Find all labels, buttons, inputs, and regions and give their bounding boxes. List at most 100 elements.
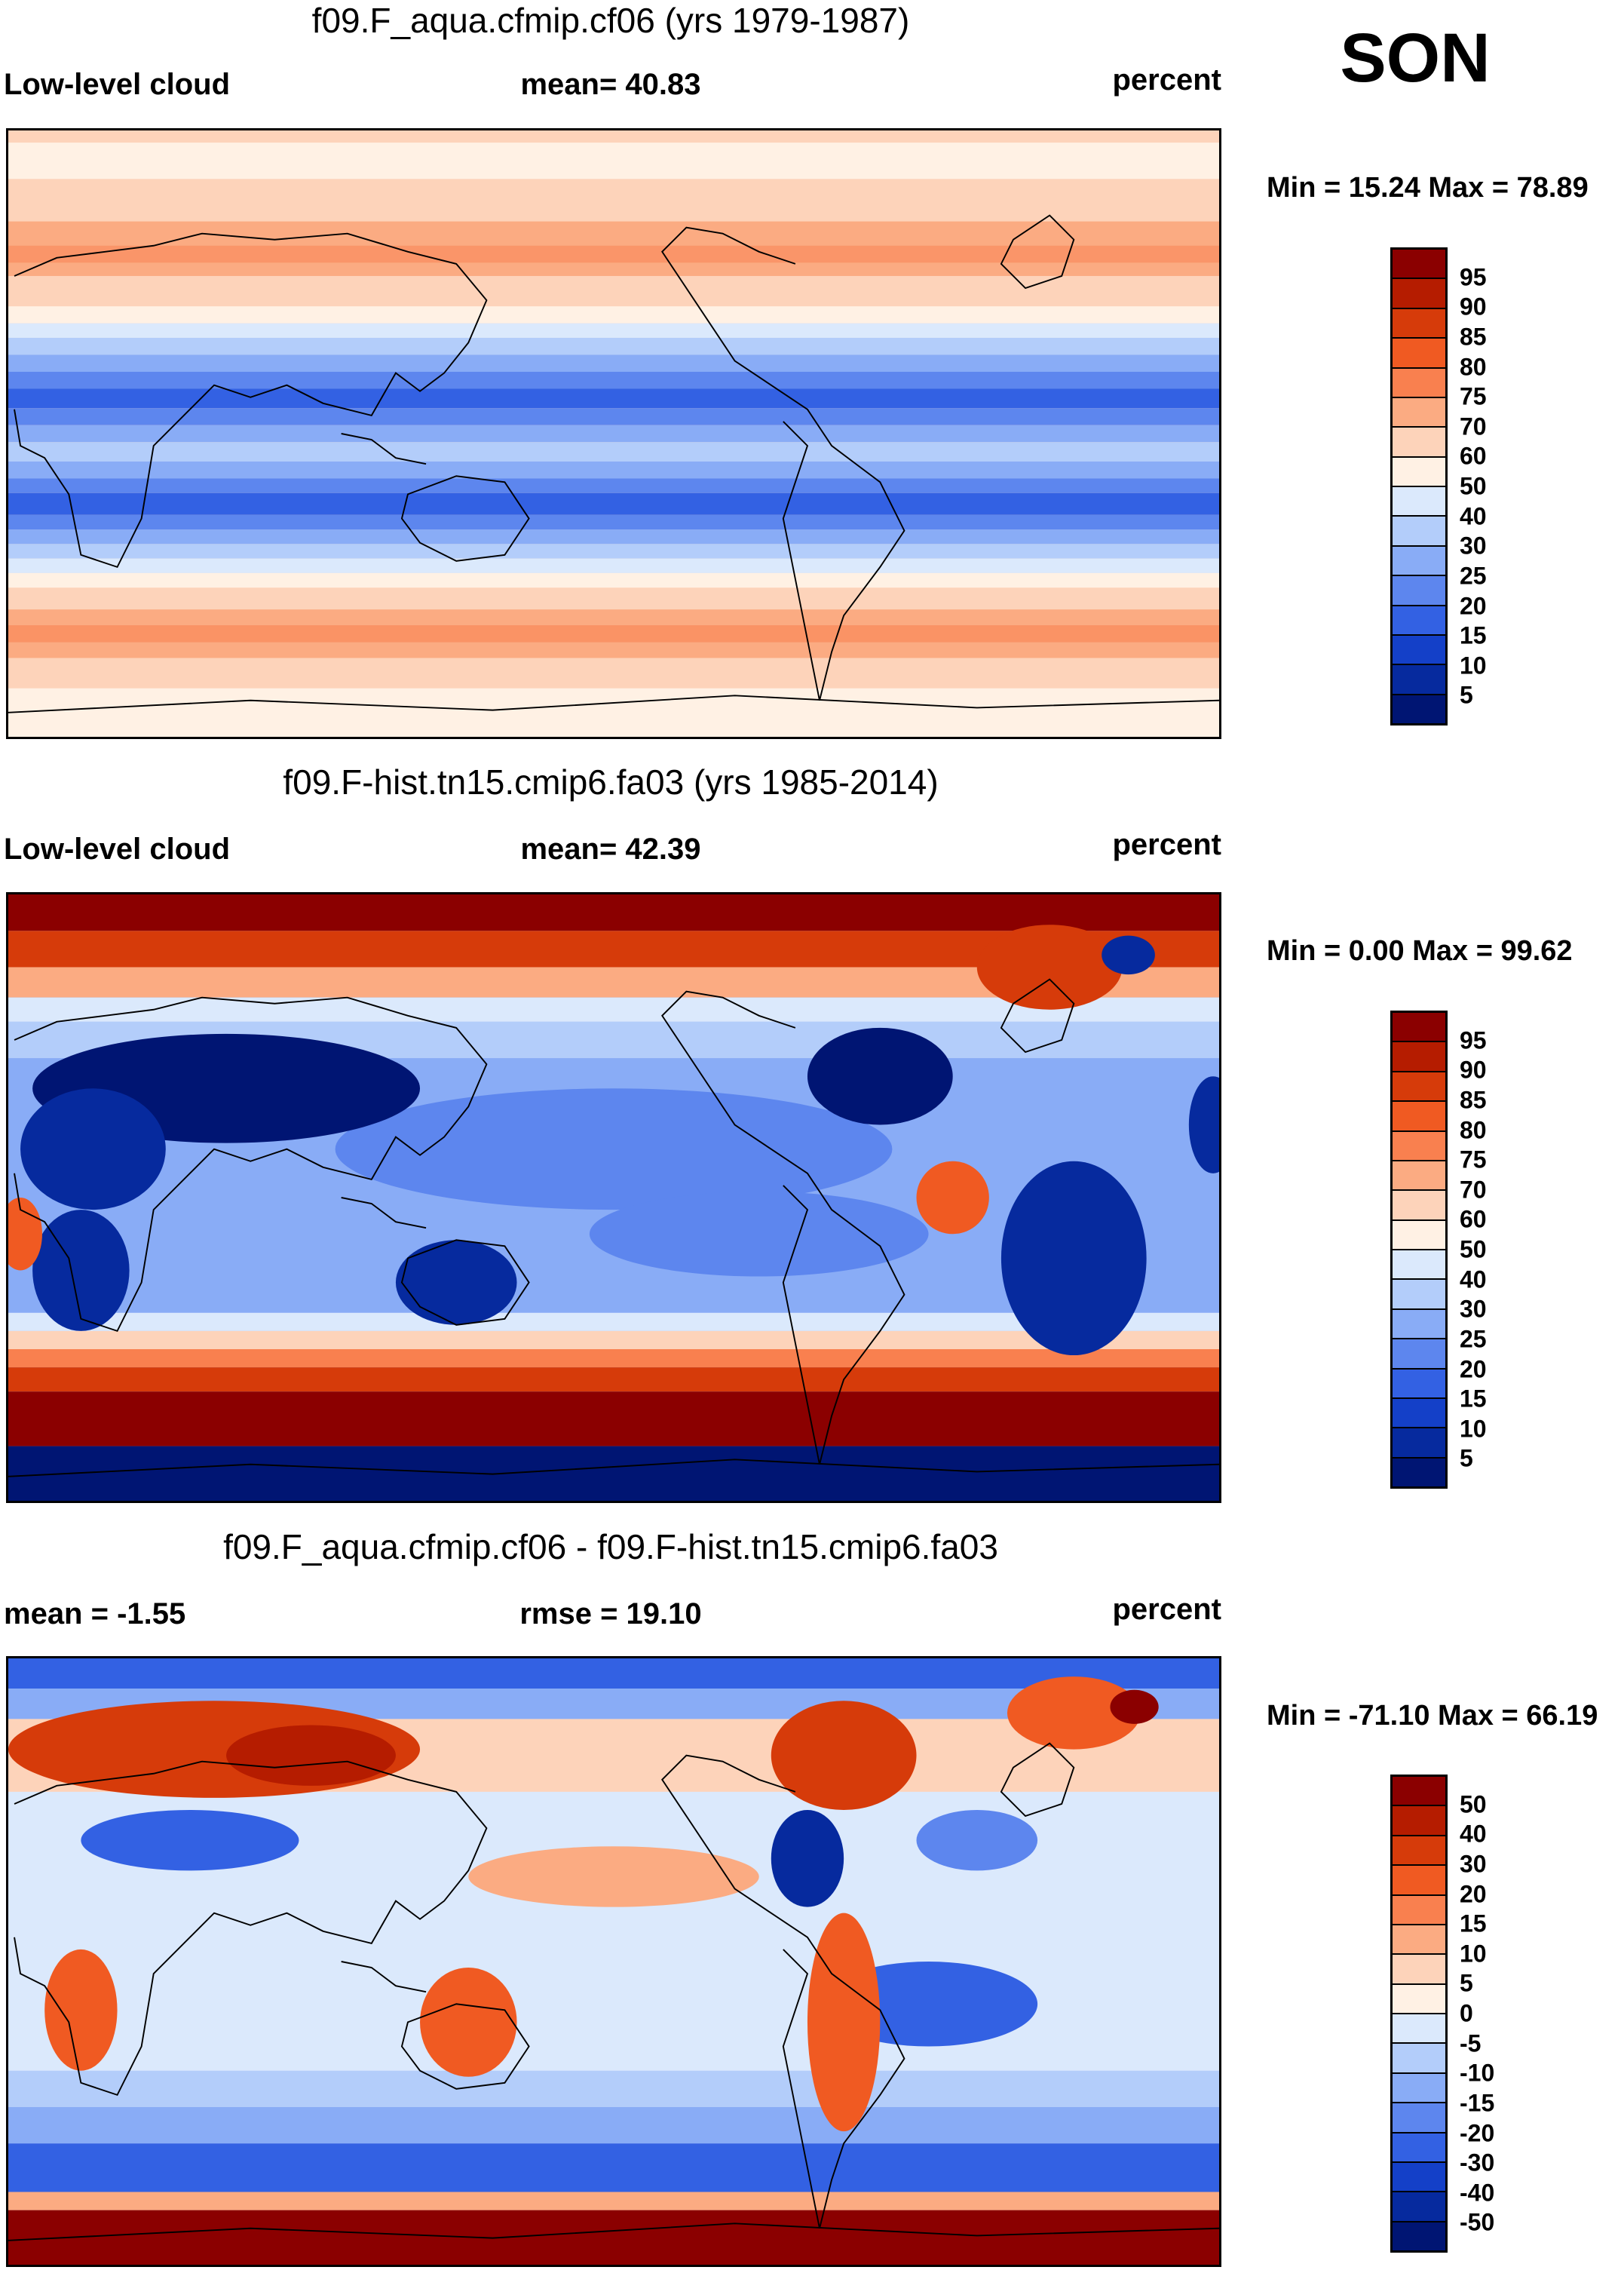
- colorbar-tick-label: 30: [1460, 532, 1487, 560]
- panel-2-map: [6, 892, 1221, 1503]
- colorbar-swatch: [1393, 1250, 1445, 1281]
- field-patch: [771, 1810, 844, 1907]
- colorbar-tick-label: 5: [1460, 681, 1473, 709]
- colorbar-swatch: [1393, 1131, 1445, 1161]
- colorbar-swatch: [1393, 1984, 1445, 2014]
- coastlines: [8, 214, 1219, 713]
- field-band: [8, 1658, 1219, 1689]
- colorbar-swatch: [1393, 368, 1445, 398]
- colorbar-swatch: [1393, 695, 1445, 723]
- field-patch: [44, 1949, 118, 2071]
- panel-3-map-svg: [8, 1658, 1219, 2265]
- colorbar-tick-label: 5: [1460, 1444, 1473, 1472]
- colorbar-swatch: [1393, 2133, 1445, 2163]
- field-band: [8, 572, 1219, 588]
- field-patch: [468, 1846, 759, 1907]
- field-band: [8, 2070, 1219, 2107]
- field-patch: [335, 1088, 893, 1210]
- colorbar-swatch: [1393, 1280, 1445, 1310]
- colorbar-tick-label: 40: [1460, 1820, 1487, 1848]
- colorbar-tick-label: 5: [1460, 1969, 1473, 1997]
- colorbar-tick-label: -15: [1460, 2089, 1495, 2117]
- panel-3-units-label: percent: [1112, 1593, 1222, 1626]
- panel-1-left-label: Low-level cloud: [4, 68, 231, 101]
- panel-2-left-label: Low-level cloud: [4, 833, 231, 866]
- field-band: [8, 1367, 1219, 1392]
- colorbar-tick-label: 40: [1460, 502, 1487, 530]
- colorbar-swatch: [1393, 635, 1445, 666]
- field-patch: [226, 1725, 396, 1786]
- colorbar-tick-label: 10: [1460, 652, 1487, 679]
- field-patch: [1102, 935, 1155, 975]
- colorbar-swatch: [1393, 428, 1445, 458]
- panel-1-minmax: Min = 15.24 Max = 78.89: [1267, 172, 1589, 204]
- colorbar-swatch: [1393, 339, 1445, 369]
- colorbar-swatch: [1393, 2162, 1445, 2193]
- colorbar-tick-label: 85: [1460, 1086, 1487, 1114]
- colorbar-tick-label: 0: [1460, 1999, 1473, 2027]
- field-patch: [1188, 1076, 1219, 1173]
- colorbar-tick-label: 60: [1460, 442, 1487, 470]
- field-band: [8, 245, 1219, 263]
- colorbar-tick-label: 75: [1460, 1146, 1487, 1173]
- colorbar-swatch: [1393, 1339, 1445, 1370]
- colorbar-tick-label: 50: [1460, 1790, 1487, 1818]
- panel-1-mean-label: mean= 40.83: [520, 68, 701, 101]
- colorbar-swatch: [1393, 279, 1445, 309]
- colorbar-swatch: [1393, 2044, 1445, 2074]
- panel-2-units-label: percent: [1112, 828, 1222, 861]
- colorbar-tick-label: -5: [1460, 2029, 1482, 2057]
- field-band: [8, 143, 1219, 179]
- field-band: [8, 688, 1219, 737]
- colorbar-swatch: [1393, 1955, 1445, 1985]
- colorbar-tick-label: 15: [1460, 1385, 1487, 1413]
- colorbar-swatch: [1393, 1866, 1445, 1896]
- panel-1-title: f09.F_aqua.cfmip.cf06 (yrs 1979-1987): [311, 1, 910, 40]
- field-patch: [32, 1210, 130, 1331]
- colorbar-swatch: [1393, 1806, 1445, 1836]
- colorbar-tick-label: 50: [1460, 1235, 1487, 1263]
- colorbar-swatch: [1393, 2014, 1445, 2045]
- panel-3-map: [6, 1656, 1221, 2267]
- panel-2-minmax: Min = 0.00 Max = 99.62: [1267, 935, 1573, 967]
- field-band: [8, 425, 1219, 443]
- field-patch: [1007, 1676, 1141, 1750]
- colorbar-tick-label: 15: [1460, 1910, 1487, 1937]
- colorbar-swatch: [1393, 2192, 1445, 2222]
- colorbar-swatch: [1393, 1836, 1445, 1867]
- field-band: [8, 354, 1219, 372]
- field-band: [8, 478, 1219, 493]
- colorbar-tick-label: 25: [1460, 1325, 1487, 1353]
- colorbar-tick-label: 25: [1460, 562, 1487, 590]
- panel-1-units-label: percent: [1112, 63, 1222, 97]
- field-band: [8, 323, 1219, 338]
- field-patch: [1110, 1689, 1159, 1724]
- colorbar-swatch: [1393, 250, 1445, 280]
- colorbar-tick-label: 90: [1460, 1056, 1487, 1084]
- field-band: [8, 337, 1219, 355]
- colorbar-tick-label: 20: [1460, 1880, 1487, 1907]
- colorbar-tick-label: 95: [1460, 1026, 1487, 1054]
- field-band: [8, 894, 1219, 931]
- colorbar-tick-label: 20: [1460, 592, 1487, 619]
- colorbar-swatch: [1393, 1042, 1445, 1072]
- panel-2-mean-label: mean= 42.39: [520, 833, 701, 866]
- panel-2-map-svg: [8, 894, 1219, 1501]
- panel-3-title: f09.F_aqua.cfmip.cf06 - f09.F-hist.tn15.…: [223, 1527, 998, 1566]
- field-band: [8, 371, 1219, 389]
- field-patch: [420, 1968, 517, 2077]
- field-band: [8, 1446, 1219, 1501]
- panel-3-colorbar: [1390, 1775, 1448, 2253]
- field-band: [8, 2106, 1219, 2144]
- field-band: [8, 408, 1219, 425]
- colorbar-swatch: [1393, 517, 1445, 547]
- field-band: [8, 2143, 1219, 2192]
- field-band: [8, 1349, 1219, 1368]
- colorbar-tick-label: 10: [1460, 1940, 1487, 1968]
- colorbar-tick-label: 30: [1460, 1295, 1487, 1323]
- field-patch: [916, 1810, 1038, 1871]
- field-patch: [976, 925, 1123, 1010]
- colorbar-swatch: [1393, 457, 1445, 487]
- colorbar-swatch: [1393, 1895, 1445, 1925]
- field-patch: [20, 1088, 166, 1210]
